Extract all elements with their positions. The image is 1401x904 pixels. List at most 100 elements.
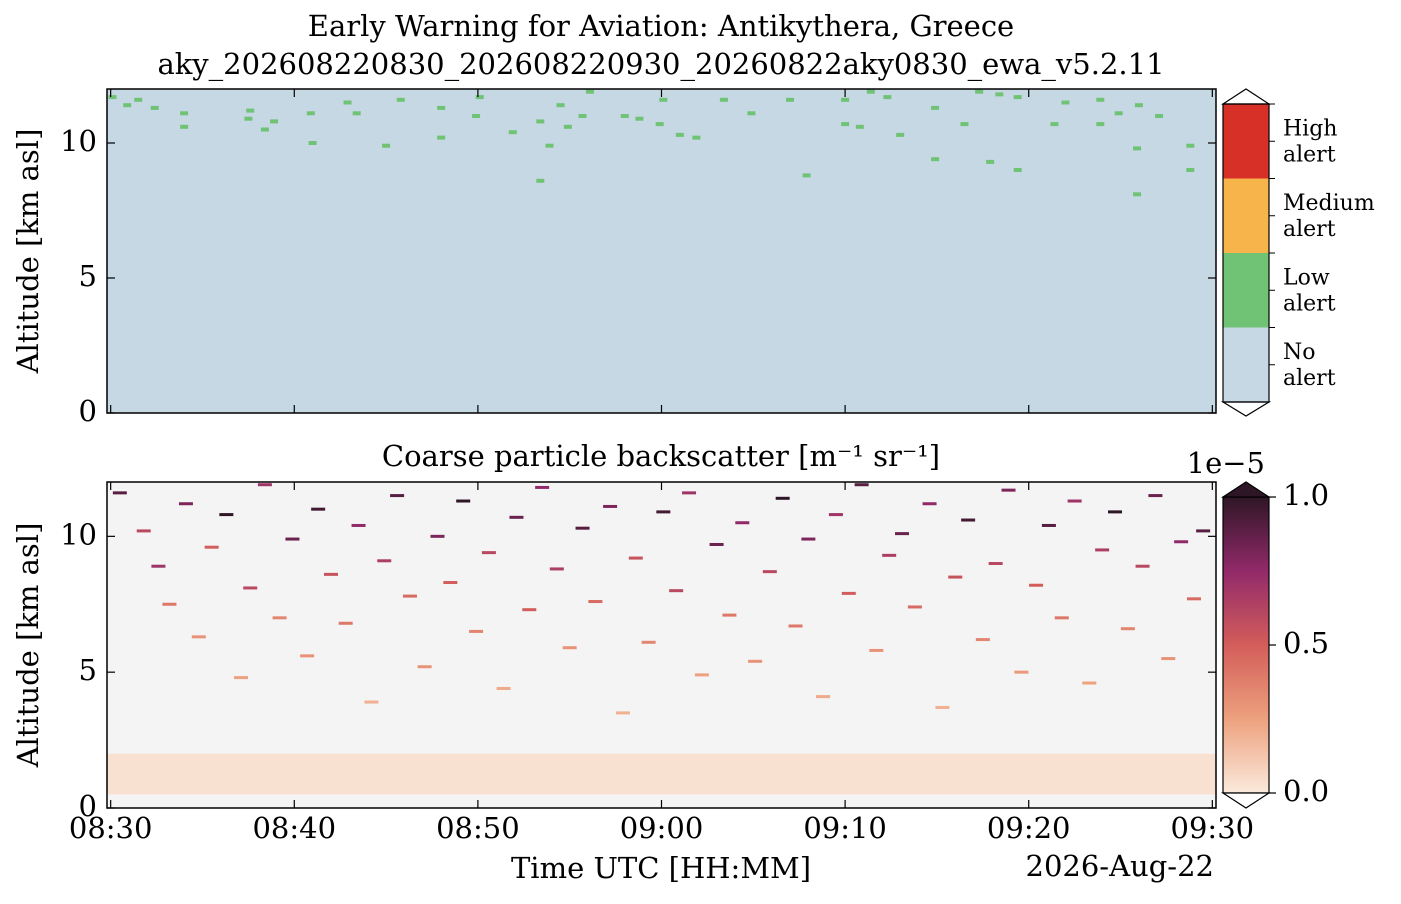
alert-cell	[1186, 168, 1195, 172]
backscatter-cell	[311, 507, 326, 511]
x-tick-label: 08:50	[436, 811, 520, 845]
backscatter-cell	[509, 515, 524, 519]
cbar-class	[1223, 327, 1269, 402]
backscatter-cell	[1067, 499, 1082, 503]
backscatter-cell	[656, 510, 671, 514]
alert-cell	[659, 97, 668, 102]
backscatter-cell	[417, 665, 432, 669]
y-axis-label: Altitude [km asl]	[11, 129, 45, 375]
background-class	[107, 89, 1216, 413]
alert-cell	[352, 111, 361, 116]
alert-cell	[472, 114, 481, 118]
alert-cell	[635, 116, 644, 121]
y-tick-label: 0	[79, 394, 97, 428]
alert-cell	[244, 116, 253, 121]
backscatter-cell	[204, 545, 219, 549]
backscatter-cell	[364, 700, 379, 704]
alert-cell	[960, 122, 969, 127]
backscatter-cell	[575, 526, 590, 530]
backscatter-cell	[682, 491, 697, 495]
backscatter-cell	[324, 572, 339, 576]
backscatter-cell	[243, 586, 258, 590]
alert-cell	[585, 89, 594, 94]
y-tick-label: 10	[60, 124, 97, 158]
y-tick-label: 0	[79, 789, 97, 823]
backscatter-cell	[1161, 657, 1176, 661]
x-tick-label: 09:10	[803, 811, 887, 845]
alert-cell	[536, 119, 545, 124]
cbar-extend	[1220, 88, 1272, 105]
alert-cell	[578, 114, 587, 118]
cbar-extend	[1220, 481, 1272, 498]
chart-title: Early Warning for Aviation: Antikythera,…	[308, 9, 1014, 43]
alert-cell	[556, 103, 565, 108]
alert-cell	[123, 103, 132, 108]
y-tick-label: 10	[60, 517, 97, 551]
alert-cell	[437, 135, 446, 140]
alert-cell	[1096, 97, 1105, 102]
cbar-tick-label: 1.0	[1283, 478, 1329, 512]
backscatter-cell	[496, 686, 511, 690]
plots: 0 5 10 No alert Low alert Medium alert High alert 0…	[60, 88, 1375, 845]
alert-cell	[883, 95, 892, 100]
alert-cell	[841, 97, 850, 102]
alert-cell	[1186, 143, 1195, 148]
alert-cell	[396, 97, 405, 102]
backscatter-cell	[935, 705, 950, 709]
alert-cell	[1013, 168, 1022, 172]
backscatter-cell	[430, 534, 445, 538]
backscatter-cell	[535, 485, 550, 489]
cbar-label: Medium alert	[1283, 191, 1375, 242]
backscatter-cell	[351, 523, 366, 527]
alert-cell	[308, 141, 317, 145]
alert-cell	[180, 124, 189, 129]
backscatter-cell	[1041, 523, 1056, 527]
backscatter-cell	[669, 589, 684, 593]
backscatter-cell	[975, 638, 990, 642]
backscatter-cell	[1120, 627, 1135, 631]
alert-cell	[563, 124, 572, 129]
backscatter-cell	[922, 502, 937, 506]
backscatter-cell	[801, 537, 816, 541]
y-tick-label: 5	[79, 259, 97, 293]
backscatter-cell	[562, 646, 577, 650]
backscatter-cell	[481, 551, 496, 555]
backscatter-cell	[615, 711, 630, 715]
y-axis-label: Altitude [km asl]	[11, 523, 45, 769]
colorbar	[1222, 496, 1270, 794]
axes-frame	[106, 481, 1217, 809]
cbar-extend	[1220, 401, 1272, 417]
backscatter-cell	[641, 640, 656, 644]
alert-cell	[536, 178, 545, 183]
alert-cell	[1134, 103, 1143, 108]
alert-cell	[306, 111, 315, 116]
backscatter-cell	[1029, 583, 1044, 587]
alert-cell	[270, 119, 279, 124]
alert-cell	[931, 105, 940, 110]
x-tick-label: 08:40	[252, 811, 336, 845]
alert-cell	[1155, 114, 1164, 118]
backscatter-cell	[869, 648, 884, 652]
alert-cell	[655, 122, 664, 127]
alert-cell	[986, 159, 995, 164]
backscatter-cell	[895, 532, 910, 536]
alert-cell	[1013, 95, 1022, 100]
backscatter-cell	[854, 483, 869, 487]
alert-cell	[150, 105, 159, 110]
backscatter-cell	[443, 581, 458, 585]
alert-cell	[896, 132, 905, 137]
date-label: 2026-Aug-22	[1026, 849, 1215, 883]
backscatter-cell	[816, 695, 831, 699]
alert-cell	[931, 157, 940, 162]
backscatter-cell	[882, 553, 897, 557]
cbar-class	[1223, 178, 1269, 253]
alert-cell	[719, 97, 728, 102]
backscatter-cell	[162, 602, 177, 606]
backscatter-cell	[748, 659, 763, 663]
backscatter-cell	[338, 621, 353, 625]
alert-cell	[180, 111, 189, 116]
backscatter-cell	[775, 496, 790, 500]
backscatter-cell	[841, 591, 856, 595]
alert-cell	[382, 143, 391, 148]
backscatter-cell	[402, 594, 417, 598]
